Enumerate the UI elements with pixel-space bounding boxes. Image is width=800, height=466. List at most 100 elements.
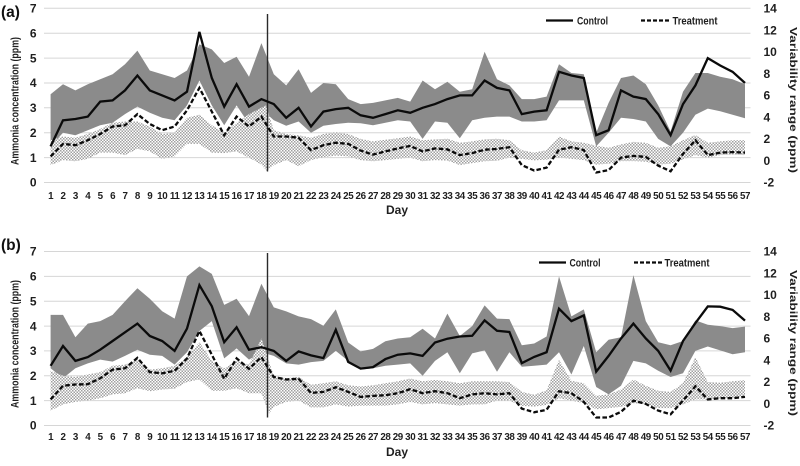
svg-text:34: 34 xyxy=(455,432,466,443)
svg-text:13: 13 xyxy=(194,191,205,202)
svg-text:(b): (b) xyxy=(1,237,21,254)
svg-text:52: 52 xyxy=(678,191,689,202)
svg-text:6: 6 xyxy=(30,270,37,284)
svg-text:-2: -2 xyxy=(764,176,775,190)
svg-text:41: 41 xyxy=(542,191,553,202)
svg-text:50: 50 xyxy=(653,432,664,443)
svg-text:57: 57 xyxy=(740,191,751,202)
svg-text:8: 8 xyxy=(764,310,771,324)
svg-text:19: 19 xyxy=(269,432,280,443)
svg-text:52: 52 xyxy=(678,432,689,443)
svg-text:36: 36 xyxy=(480,191,491,202)
svg-text:38: 38 xyxy=(504,191,515,202)
svg-text:8: 8 xyxy=(135,191,141,202)
svg-text:13: 13 xyxy=(194,432,205,443)
svg-text:18: 18 xyxy=(256,191,267,202)
svg-text:0: 0 xyxy=(30,419,37,433)
svg-text:32: 32 xyxy=(430,191,441,202)
svg-text:40: 40 xyxy=(529,191,540,202)
svg-text:49: 49 xyxy=(641,191,652,202)
svg-text:51: 51 xyxy=(666,191,677,202)
svg-text:33: 33 xyxy=(442,191,453,202)
svg-text:6: 6 xyxy=(110,191,116,202)
svg-text:Treatment: Treatment xyxy=(673,16,718,28)
svg-text:1: 1 xyxy=(48,191,54,202)
svg-text:56: 56 xyxy=(728,191,739,202)
svg-text:12: 12 xyxy=(764,267,778,281)
svg-text:21: 21 xyxy=(294,432,305,443)
svg-text:14: 14 xyxy=(764,245,778,259)
svg-text:43: 43 xyxy=(566,432,577,443)
svg-text:7: 7 xyxy=(122,191,128,202)
svg-text:30: 30 xyxy=(405,432,416,443)
svg-text:2: 2 xyxy=(30,369,37,383)
svg-text:4: 4 xyxy=(30,76,37,90)
svg-text:29: 29 xyxy=(393,432,404,443)
svg-text:27: 27 xyxy=(368,432,379,443)
svg-text:25: 25 xyxy=(343,432,354,443)
svg-text:2: 2 xyxy=(764,375,771,389)
svg-text:6: 6 xyxy=(110,432,116,443)
svg-text:2: 2 xyxy=(30,126,37,140)
svg-text:Treatment: Treatment xyxy=(665,258,710,270)
svg-text:54: 54 xyxy=(703,432,714,443)
svg-text:38: 38 xyxy=(504,432,515,443)
svg-text:48: 48 xyxy=(628,191,639,202)
svg-text:0: 0 xyxy=(764,397,771,411)
svg-text:9: 9 xyxy=(147,191,153,202)
svg-text:22: 22 xyxy=(306,432,317,443)
svg-text:6: 6 xyxy=(764,332,771,346)
svg-text:54: 54 xyxy=(703,191,714,202)
svg-text:12: 12 xyxy=(182,432,193,443)
svg-text:4: 4 xyxy=(764,354,771,368)
svg-text:24: 24 xyxy=(331,191,342,202)
svg-text:55: 55 xyxy=(715,432,726,443)
svg-text:20: 20 xyxy=(281,432,292,443)
svg-text:44: 44 xyxy=(579,432,590,443)
svg-text:Day: Day xyxy=(386,203,408,217)
svg-text:31: 31 xyxy=(418,191,429,202)
svg-text:14: 14 xyxy=(764,2,778,16)
svg-text:11: 11 xyxy=(170,191,181,202)
svg-text:1: 1 xyxy=(48,432,54,443)
svg-text:10: 10 xyxy=(157,191,168,202)
svg-text:12: 12 xyxy=(182,191,193,202)
svg-text:53: 53 xyxy=(690,191,701,202)
svg-text:11: 11 xyxy=(170,432,181,443)
svg-text:3: 3 xyxy=(73,432,79,443)
svg-text:35: 35 xyxy=(467,432,478,443)
svg-text:20: 20 xyxy=(281,191,292,202)
svg-text:39: 39 xyxy=(517,432,528,443)
svg-text:Day: Day xyxy=(386,445,408,459)
svg-text:19: 19 xyxy=(269,191,280,202)
svg-text:47: 47 xyxy=(616,432,627,443)
svg-text:8: 8 xyxy=(764,67,771,81)
svg-text:51: 51 xyxy=(666,432,677,443)
svg-text:36: 36 xyxy=(480,432,491,443)
svg-text:42: 42 xyxy=(554,432,565,443)
svg-text:3: 3 xyxy=(30,101,37,115)
svg-text:41: 41 xyxy=(542,432,553,443)
svg-text:-2: -2 xyxy=(764,419,775,433)
svg-text:31: 31 xyxy=(418,432,429,443)
svg-text:27: 27 xyxy=(368,191,379,202)
svg-text:4: 4 xyxy=(85,191,91,202)
svg-text:45: 45 xyxy=(591,191,602,202)
svg-text:57: 57 xyxy=(740,432,751,443)
svg-text:Variability range (ppm): Variability range (ppm) xyxy=(787,27,799,173)
svg-text:14: 14 xyxy=(207,432,218,443)
svg-text:(a): (a) xyxy=(1,4,20,21)
svg-text:5: 5 xyxy=(30,51,37,65)
svg-text:0: 0 xyxy=(764,154,771,168)
svg-text:7: 7 xyxy=(30,245,37,259)
svg-text:5: 5 xyxy=(30,294,37,308)
svg-text:10: 10 xyxy=(764,288,778,302)
svg-text:4: 4 xyxy=(30,319,37,333)
svg-text:46: 46 xyxy=(604,191,615,202)
svg-text:2: 2 xyxy=(60,432,66,443)
svg-text:10: 10 xyxy=(764,45,778,59)
svg-text:30: 30 xyxy=(405,191,416,202)
svg-text:12: 12 xyxy=(764,23,778,37)
svg-text:4: 4 xyxy=(85,432,91,443)
svg-text:32: 32 xyxy=(430,432,441,443)
